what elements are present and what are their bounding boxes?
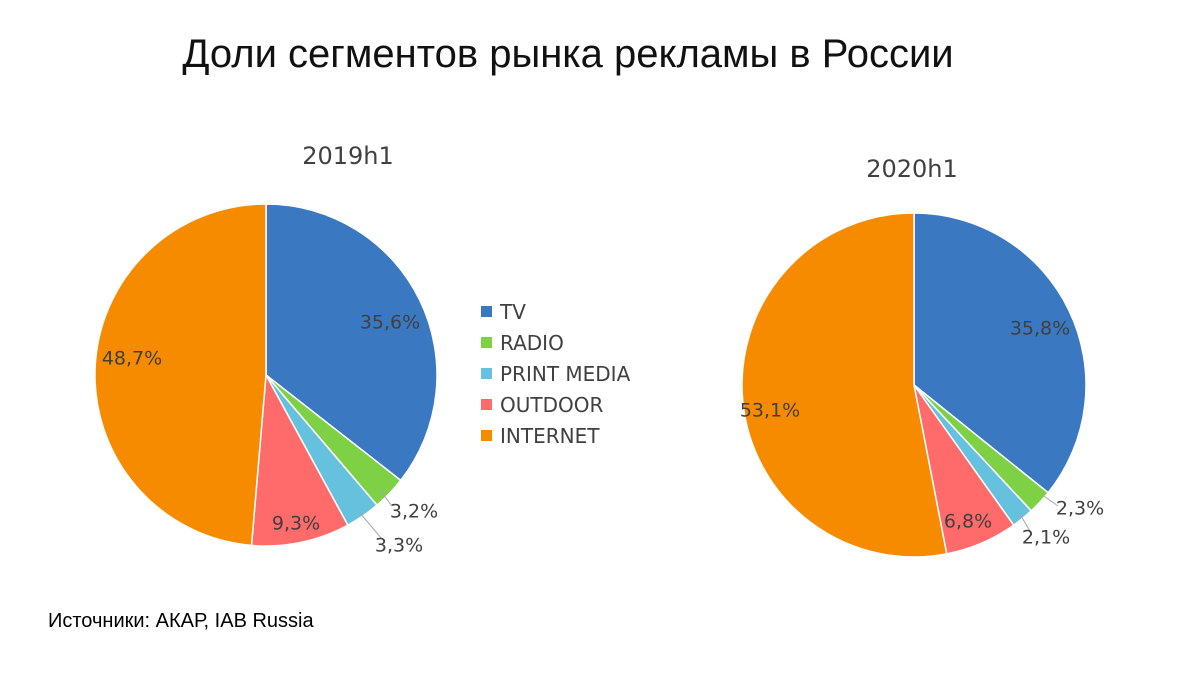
legend: TV RADIO PRINT MEDIA OUTDOOR INTERNET: [481, 296, 630, 451]
page-title: Доли сегментов рынка рекламы в России: [182, 32, 954, 76]
data-label-2020h1-radio: 2,3%: [1056, 498, 1104, 520]
legend-swatch-outdoor: [481, 399, 492, 410]
pie-slice-2020h1-internet: [741, 212, 948, 558]
legend-label-outdoor: OUTDOOR: [500, 392, 604, 417]
legend-item-radio: RADIO: [481, 327, 630, 358]
legend-swatch-print-media: [481, 368, 492, 379]
legend-swatch-tv: [481, 306, 492, 317]
legend-label-print-media: PRINT MEDIA: [500, 361, 631, 386]
pie-slice-2019h1-tv: [265, 203, 438, 482]
legend-item-tv: TV: [481, 296, 630, 327]
data-label-2020h1-tv: 35,8%: [1010, 318, 1070, 340]
data-label-2020h1-outdoor: 6,8%: [944, 511, 992, 533]
legend-swatch-internet: [481, 430, 492, 441]
data-label-2020h1-print-media: 2,1%: [1022, 527, 1070, 549]
pie-slice-2019h1-outdoor: [250, 372, 349, 547]
pie-slice-2019h1-internet: [94, 203, 267, 547]
legend-swatch-radio: [481, 337, 492, 348]
legend-item-internet: INTERNET: [481, 420, 630, 451]
legend-label-internet: INTERNET: [500, 423, 600, 448]
leader-line-2020h1-print-media: [1019, 513, 1032, 534]
source-note: Источники: АКАР, IAB Russia: [48, 610, 314, 632]
legend-item-outdoor: OUTDOOR: [481, 389, 630, 420]
legend-label-radio: RADIO: [500, 330, 564, 355]
data-label-2019h1-radio: 3,2%: [390, 501, 438, 523]
leader-line-2019h1-radio: [378, 488, 393, 507]
data-label-2019h1-tv: 35,6%: [360, 312, 420, 334]
legend-item-print-media: PRINT MEDIA: [481, 358, 630, 389]
legend-label-tv: TV: [500, 299, 526, 324]
leader-line-2020h1-radio: [1040, 493, 1059, 507]
leader-line-2019h1-print-media: [359, 512, 383, 540]
data-label-2020h1-internet: 53,1%: [740, 400, 800, 422]
pie-slice-2020h1-tv: [913, 212, 1087, 494]
data-label-2019h1-outdoor: 9,3%: [272, 513, 320, 535]
pie-title-2020: 2020h1: [866, 155, 958, 183]
data-label-2019h1-internet: 48,7%: [102, 348, 162, 370]
data-label-2019h1-print-media: 3,3%: [375, 535, 423, 557]
pie-title-2019: 2019h1: [302, 142, 394, 170]
